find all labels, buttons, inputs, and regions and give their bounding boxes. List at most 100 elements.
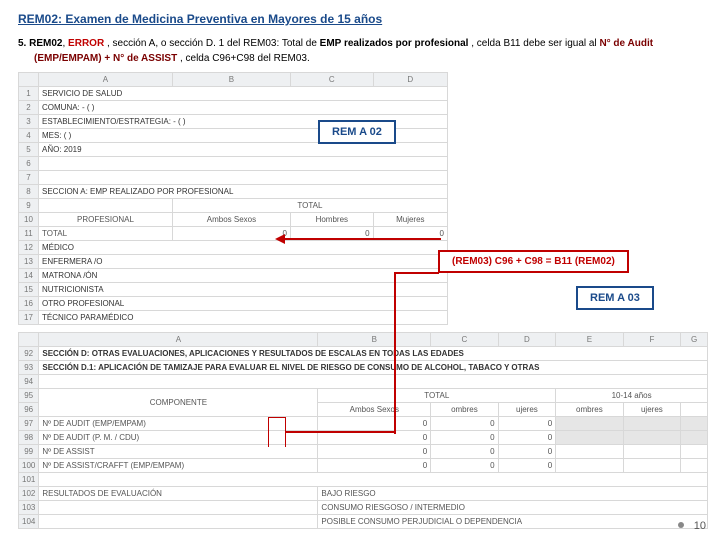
cell: RESULTADOS DE EVALUACIÓN [39,487,318,501]
cell: NUTRICIONISTA [39,283,448,297]
cell [556,445,623,459]
cell: Ambos Sexos [318,403,431,417]
row-number: 13 [19,255,39,269]
cell: TOTAL [39,227,173,241]
cell: TOTAL [318,389,556,403]
col-header: C [290,73,373,87]
callout-rem03: REM A 03 [576,286,654,310]
col-header: B [172,73,290,87]
cell [39,515,318,529]
row-number: 97 [19,417,39,431]
cell: SECCION A: EMP REALIZADO POR PROFESIONAL [39,185,448,199]
row-number: 103 [19,501,39,515]
cell: ENFERMERA /O [39,255,448,269]
col-header: D [373,73,447,87]
cell: Nº DE ASSIST/CRAFFT (EMP/EMPAM) [39,459,318,473]
cell: Ambos Sexos [172,213,290,227]
row-number: 95 [19,389,39,403]
cell: 0 [431,459,498,473]
row-number: 8 [19,185,39,199]
cell: OTRO PROFESIONAL [39,297,448,311]
cell: 0 [318,417,431,431]
cell [623,459,681,473]
cell [556,459,623,473]
row-number: 10 [19,213,39,227]
row-number: 102 [19,487,39,501]
col-header: E [556,333,623,347]
figure-area: ABCD1SERVICIO DE SALUD2COMUNA: - ( )3EST… [18,72,702,502]
col-header: C [431,333,498,347]
cell: 0 [431,417,498,431]
cell: SERVICIO DE SALUD [39,87,448,101]
cell [39,199,173,213]
cell [681,459,708,473]
cell [623,445,681,459]
col-header [19,73,39,87]
cell: TOTAL [172,199,447,213]
callout-rem02: REM A 02 [318,120,396,144]
cell: COMUNA: - ( ) [39,101,448,115]
cell: PROFESIONAL [39,213,173,227]
cell: 0 [498,445,556,459]
col-header: A [39,333,318,347]
page-number: 10 [694,520,706,532]
cell: MÉDICO [39,241,448,255]
col-header: B [318,333,431,347]
slide-bullet [678,522,684,528]
cell: 0 [498,431,556,445]
cell [681,445,708,459]
row-number: 9 [19,199,39,213]
cell: AÑO: 2019 [39,143,448,157]
row-number: 12 [19,241,39,255]
row-number: 1 [19,87,39,101]
cell: CONSUMO RIESGOSO / INTERMEDIO [318,501,708,515]
cell [623,431,681,445]
cell [556,431,623,445]
cell [681,417,708,431]
cell: SECCIÓN D.1: APLICACIÓN DE TAMIZAJE PARA… [39,361,708,375]
cell: 0 [172,227,290,241]
cell: TÉCNICO PARAMÉDICO [39,311,448,325]
row-number: 7 [19,171,39,185]
cell: ombres [431,403,498,417]
cell [623,417,681,431]
instruction-item: 5. REM02, ERROR , sección A, o sección D… [18,36,702,66]
page-title: REM02: Examen de Medicina Preventiva en … [18,12,702,26]
cell: 0 [498,417,556,431]
cell [39,501,318,515]
cell: 0 [318,459,431,473]
row-number: 5 [19,143,39,157]
bracket-c96-c98 [268,417,286,447]
cell [39,375,708,389]
cell: SECCIÓN D: OTRAS EVALUACIONES, APLICACIO… [39,347,708,361]
row-number: 14 [19,269,39,283]
cell [39,157,448,171]
cell [556,417,623,431]
cell: POSIBLE CONSUMO PERJUDICIAL O DEPENDENCI… [318,515,708,529]
cell: COMPONENTE [39,389,318,417]
cell [39,473,708,487]
cell: Mujeres [373,213,447,227]
row-number: 6 [19,157,39,171]
col-header: D [498,333,556,347]
cell: 0 [498,459,556,473]
row-number: 11 [19,227,39,241]
cell: BAJO RIESGO [318,487,708,501]
callout-equation: (REM03) C96 + C98 = B11 (REM02) [438,250,629,273]
cell: Hombres [290,213,373,227]
cell: ujeres [623,403,681,417]
row-number: 3 [19,115,39,129]
row-number: 98 [19,431,39,445]
cell [681,403,708,417]
row-number: 2 [19,101,39,115]
cell: ujeres [498,403,556,417]
col-header: F [623,333,681,347]
row-number: 16 [19,297,39,311]
row-number: 104 [19,515,39,529]
col-header: A [39,73,173,87]
row-number: 92 [19,347,39,361]
cell: 0 [318,445,431,459]
col-header [19,333,39,347]
cell [39,171,448,185]
cell: 0 [431,445,498,459]
